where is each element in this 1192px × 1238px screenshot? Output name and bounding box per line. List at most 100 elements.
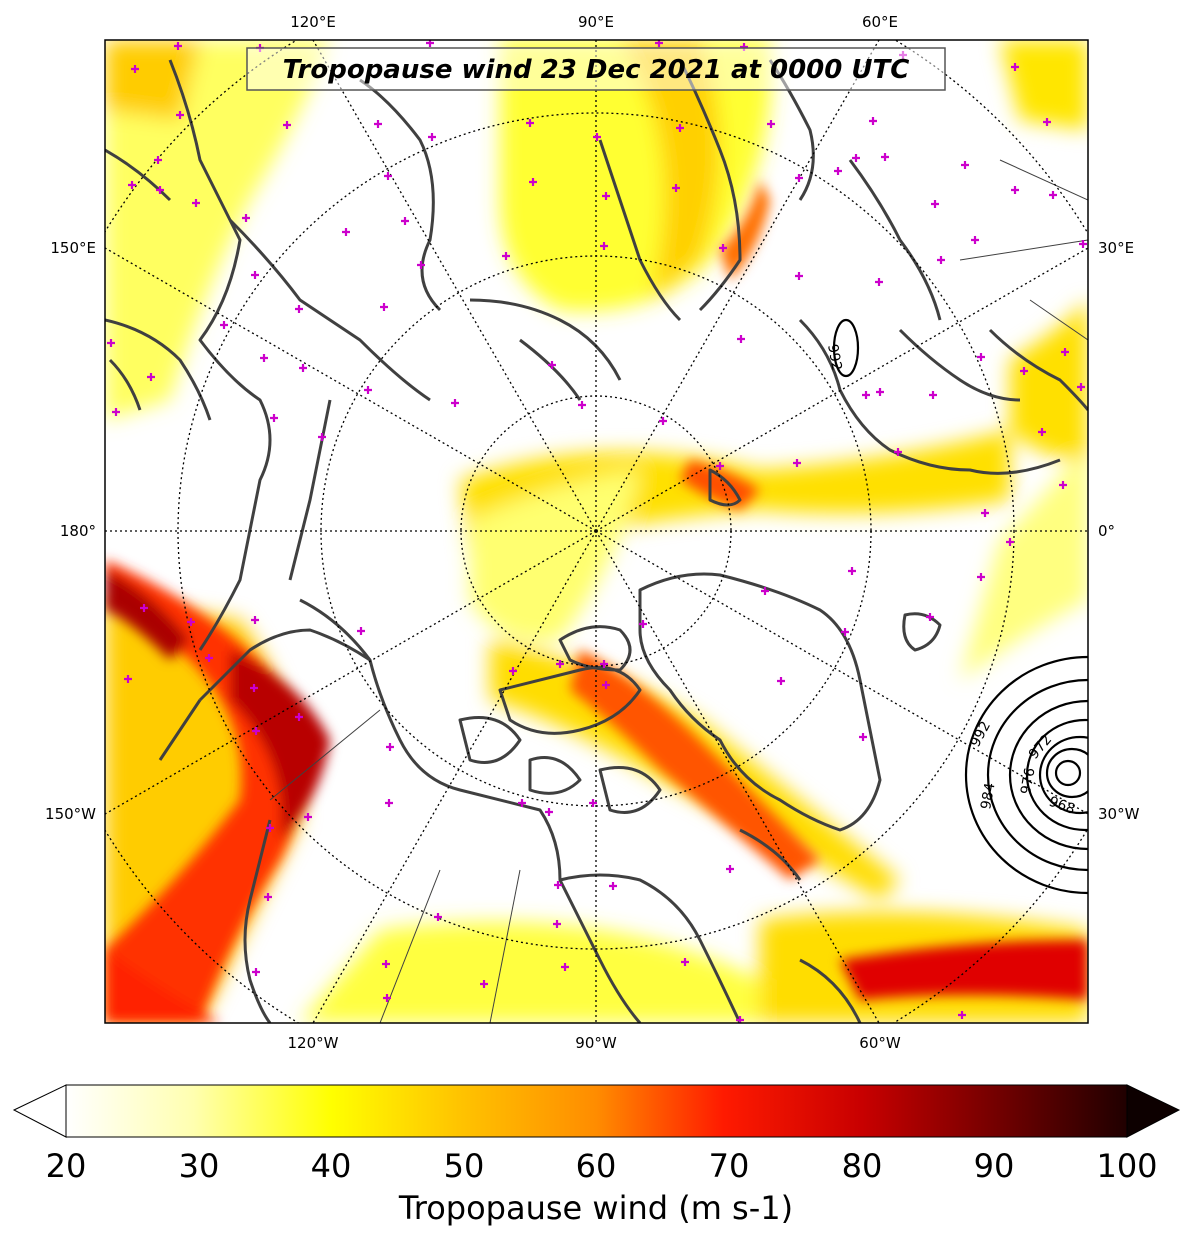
station-marker	[242, 214, 250, 222]
station-marker	[1006, 538, 1014, 546]
station-marker	[299, 364, 307, 372]
station-marker	[250, 684, 258, 692]
station-marker	[1049, 191, 1057, 199]
station-marker	[719, 244, 727, 252]
station-marker	[545, 808, 553, 816]
station-marker	[434, 913, 442, 921]
colorbar: 20 30 40 50 60 70 80 90 100 Tropopause w…	[12, 1084, 1181, 1227]
station-marker	[417, 261, 425, 269]
station-marker	[859, 733, 867, 741]
station-marker	[380, 303, 388, 311]
station-marker	[929, 391, 937, 399]
station-marker	[869, 117, 877, 125]
colorbar-tick-label: 70	[709, 1147, 750, 1185]
lon-label-right: 30°W	[1098, 805, 1140, 823]
station-marker	[852, 154, 860, 162]
station-marker	[131, 65, 139, 73]
station-marker	[526, 119, 534, 127]
station-marker	[266, 824, 274, 832]
station-marker	[777, 677, 785, 685]
colorbar-label: Tropopause wind (m s-1)	[398, 1189, 793, 1227]
map-frame	[104, 39, 1089, 1024]
station-marker	[600, 660, 608, 668]
station-marker	[609, 882, 617, 890]
station-marker	[931, 200, 939, 208]
map-title: Tropopause wind 23 Dec 2021 at 0000 UTC	[246, 47, 946, 91]
station-marker	[428, 133, 436, 141]
lon-label-left: 150°W	[45, 805, 96, 823]
lon-label-bottom: 90°W	[575, 1034, 617, 1052]
lon-label-left: 150°E	[50, 239, 96, 257]
station-marker	[374, 120, 382, 128]
jet-red-layer	[105, 180, 1088, 1023]
station-marker	[548, 361, 556, 369]
station-marker	[681, 958, 689, 966]
lon-label-bottom: 120°W	[288, 1034, 339, 1052]
lon-label-bottom: 60°W	[859, 1034, 901, 1052]
station-marker	[385, 799, 393, 807]
station-marker	[128, 181, 136, 189]
station-marker	[1059, 481, 1067, 489]
station-marker	[342, 228, 350, 236]
station-marker	[252, 727, 260, 735]
station-marker	[295, 305, 303, 313]
station-marker	[480, 980, 488, 988]
colorbar-extend-low	[12, 1084, 67, 1138]
station-marker	[834, 167, 842, 175]
station-marker	[602, 681, 610, 689]
colorbar-tick-label: 90	[974, 1147, 1015, 1185]
station-marker	[1079, 240, 1087, 248]
colorbar-tick-label: 80	[842, 1147, 883, 1185]
station-marker	[1061, 348, 1069, 356]
pressure-contours	[832, 318, 1088, 895]
station-marker	[767, 120, 775, 128]
colorbar-tick-label: 30	[179, 1147, 220, 1185]
station-marker	[174, 42, 182, 50]
station-marker	[1020, 367, 1028, 375]
station-marker	[502, 252, 510, 260]
station-marker	[981, 509, 989, 517]
station-marker	[295, 713, 303, 721]
station-marker	[761, 587, 769, 595]
station-marker	[112, 408, 120, 416]
station-marker	[600, 242, 608, 250]
station-marker	[270, 414, 278, 422]
station-marker	[556, 660, 564, 668]
station-marker	[737, 335, 745, 343]
lon-label-left: 180°	[60, 522, 96, 540]
station-marker	[156, 186, 164, 194]
station-marker	[561, 963, 569, 971]
station-marker	[961, 161, 969, 169]
station-marker	[578, 401, 586, 409]
station-marker	[140, 604, 148, 612]
station-marker	[672, 184, 680, 192]
colorbar-tick-label: 100	[1096, 1147, 1157, 1185]
graticule	[105, 40, 1088, 1023]
station-marker	[977, 353, 985, 361]
station-marker	[364, 386, 372, 394]
station-marker	[251, 616, 259, 624]
contour-label: 984	[978, 782, 998, 811]
station-marker	[1038, 428, 1046, 436]
station-marker	[518, 799, 526, 807]
station-markers	[107, 40, 1087, 1023]
station-marker	[220, 321, 228, 329]
station-marker	[187, 618, 195, 626]
station-marker	[1011, 63, 1019, 71]
colorbar-extend-high	[1126, 1084, 1181, 1138]
station-marker	[971, 236, 979, 244]
station-marker	[251, 271, 259, 279]
country-borders	[269, 159, 1088, 1023]
station-marker	[529, 178, 537, 186]
station-marker	[304, 813, 312, 821]
station-marker	[192, 199, 200, 207]
station-marker	[875, 278, 883, 286]
colorbar-ticks: 20 30 40 50 60 70 80 90 100	[46, 1147, 1158, 1185]
station-marker	[509, 667, 517, 675]
station-marker	[937, 256, 945, 264]
lon-label-top: 60°E	[862, 13, 898, 31]
station-marker	[894, 448, 902, 456]
station-marker	[260, 354, 268, 362]
station-marker	[386, 743, 394, 751]
station-marker	[357, 627, 365, 635]
